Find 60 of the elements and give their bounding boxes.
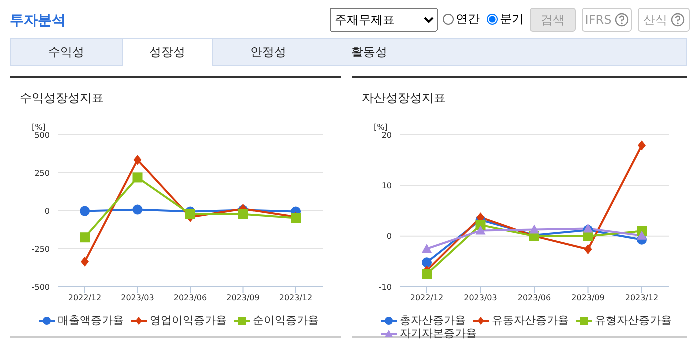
text: 투자분석	[10, 12, 66, 30]
x-tick-label: 2023/12	[625, 294, 659, 303]
legend-label: 순이익증가율	[253, 314, 319, 327]
point	[583, 224, 594, 233]
x-tick-label: 2023/09	[572, 294, 605, 303]
text: 활동성	[350, 44, 388, 60]
text: 연간	[455, 11, 480, 28]
text: 산식	[638, 8, 690, 32]
point	[186, 209, 196, 220]
point	[422, 244, 432, 253]
chart-title: 자산성장성지표	[362, 90, 446, 107]
chart-title: 수익성장성지표	[20, 90, 104, 107]
x-tick-label: 2022/12	[68, 294, 102, 303]
point	[422, 269, 432, 280]
x-tick-label: 2023/03	[121, 294, 154, 303]
y-tick-label: 20	[382, 130, 392, 140]
text: 검색	[530, 8, 576, 32]
point	[80, 232, 90, 243]
point	[422, 258, 432, 268]
y-axis-title: [%]	[374, 123, 388, 132]
point	[476, 226, 486, 235]
point	[637, 230, 647, 240]
point	[238, 209, 248, 220]
point	[132, 172, 143, 183]
x-tick-label: 2022/12	[410, 294, 444, 303]
legend-label: 매출액증가율	[58, 314, 124, 327]
point	[476, 220, 486, 230]
point	[132, 204, 143, 215]
legend-label: 유형자산증가율	[595, 314, 672, 327]
legend-label: 유동자산증가율	[492, 314, 569, 327]
text: 주재무제표	[330, 8, 438, 32]
point	[530, 224, 540, 234]
x-tick-label: 2023/09	[226, 294, 260, 303]
y-tick-label: -250	[32, 244, 50, 254]
x-tick-label: 2023/06	[174, 294, 208, 303]
legend-label: 자기자본증가율	[400, 327, 477, 340]
y-tick-label: -500	[32, 282, 50, 292]
point	[134, 155, 142, 166]
point	[638, 140, 646, 151]
y-tick-label: 10	[382, 182, 392, 191]
point	[81, 256, 89, 267]
legend-label: 영업이익증가율	[150, 314, 227, 327]
y-axis-title: [%]	[32, 123, 46, 132]
y-tick-label: 500	[34, 130, 50, 140]
text: 성장성	[122, 38, 213, 66]
text: 수익성	[48, 44, 86, 60]
point	[583, 231, 594, 242]
y-tick-label: -10	[378, 282, 392, 292]
point	[80, 206, 90, 216]
legend-label: 총자산증가율	[400, 314, 466, 327]
y-tick-label: 250	[34, 168, 50, 178]
x-tick-label: 2023/03	[464, 294, 498, 303]
x-tick-label: 2023/06	[518, 294, 552, 303]
y-tick-label: 0	[44, 206, 50, 216]
point	[584, 244, 592, 255]
text: IFRS	[582, 8, 632, 32]
x-tick-label: 2023/12	[279, 294, 313, 303]
y-tick-label: 0	[386, 232, 392, 242]
text: 분기	[499, 11, 524, 28]
text: 안정성	[250, 44, 288, 60]
